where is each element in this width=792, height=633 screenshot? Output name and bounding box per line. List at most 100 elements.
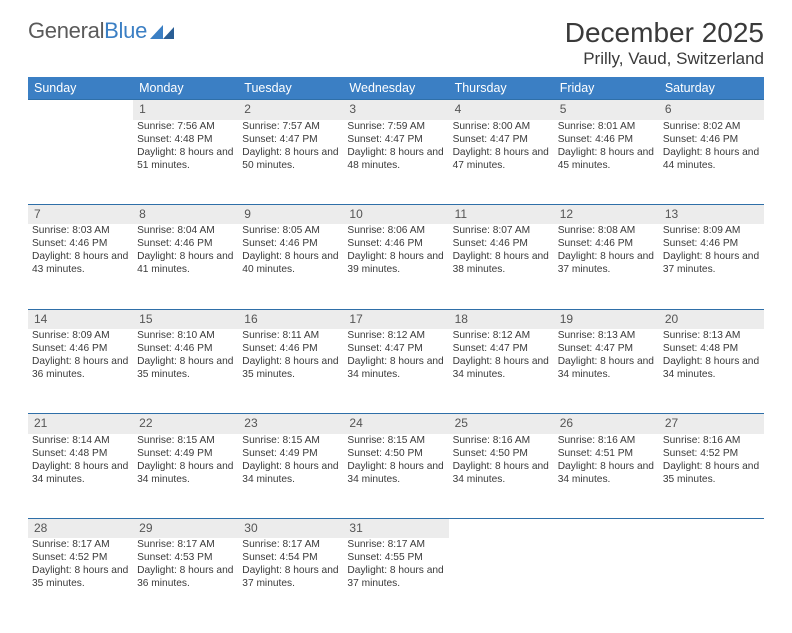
weekday-header: Thursday — [449, 77, 554, 100]
daylight-line: Daylight: 8 hours and 43 minutes. — [32, 250, 129, 276]
day-content-row: Sunrise: 8:14 AMSunset: 4:48 PMDaylight:… — [28, 434, 764, 519]
title-block: December 2025 Prilly, Vaud, Switzerland — [565, 18, 764, 69]
day-cell: Sunrise: 8:12 AMSunset: 4:47 PMDaylight:… — [449, 329, 554, 414]
sunset-line: Sunset: 4:47 PM — [347, 133, 444, 146]
weekday-header: Sunday — [28, 77, 133, 100]
day-cell: Sunrise: 8:12 AMSunset: 4:47 PMDaylight:… — [343, 329, 448, 414]
daylight-line: Daylight: 8 hours and 37 minutes. — [663, 250, 760, 276]
day-number-cell: 9 — [238, 205, 343, 225]
sunrise-line: Sunrise: 8:10 AM — [137, 329, 234, 342]
calendar-page: GeneralBlue December 2025 Prilly, Vaud, … — [0, 0, 792, 633]
sunrise-line: Sunrise: 8:15 AM — [347, 434, 444, 447]
day-number-cell — [28, 100, 133, 120]
day-number-cell: 20 — [659, 309, 764, 329]
daylight-line: Daylight: 8 hours and 41 minutes. — [137, 250, 234, 276]
sunrise-line: Sunrise: 8:15 AM — [242, 434, 339, 447]
sunrise-line: Sunrise: 8:16 AM — [558, 434, 655, 447]
day-number-cell: 8 — [133, 205, 238, 225]
day-cell: Sunrise: 8:01 AMSunset: 4:46 PMDaylight:… — [554, 120, 659, 205]
daylight-line: Daylight: 8 hours and 34 minutes. — [663, 355, 760, 381]
sunset-line: Sunset: 4:46 PM — [242, 237, 339, 250]
sunrise-line: Sunrise: 8:13 AM — [558, 329, 655, 342]
day-number-cell: 5 — [554, 100, 659, 120]
sunset-line: Sunset: 4:53 PM — [137, 551, 234, 564]
day-cell: Sunrise: 8:07 AMSunset: 4:46 PMDaylight:… — [449, 224, 554, 309]
day-cell: Sunrise: 8:09 AMSunset: 4:46 PMDaylight:… — [28, 329, 133, 414]
day-cell: Sunrise: 8:14 AMSunset: 4:48 PMDaylight:… — [28, 434, 133, 519]
sunset-line: Sunset: 4:46 PM — [347, 237, 444, 250]
daylight-line: Daylight: 8 hours and 35 minutes. — [32, 564, 129, 590]
sunset-line: Sunset: 4:46 PM — [32, 237, 129, 250]
sunrise-line: Sunrise: 8:12 AM — [347, 329, 444, 342]
sunrise-line: Sunrise: 8:08 AM — [558, 224, 655, 237]
daylight-line: Daylight: 8 hours and 34 minutes. — [347, 355, 444, 381]
daylight-line: Daylight: 8 hours and 37 minutes. — [242, 564, 339, 590]
day-number-cell: 16 — [238, 309, 343, 329]
sunset-line: Sunset: 4:52 PM — [663, 447, 760, 460]
day-cell: Sunrise: 8:16 AMSunset: 4:51 PMDaylight:… — [554, 434, 659, 519]
location-label: Prilly, Vaud, Switzerland — [565, 49, 764, 69]
sunset-line: Sunset: 4:51 PM — [558, 447, 655, 460]
daylight-line: Daylight: 8 hours and 34 minutes. — [137, 460, 234, 486]
sunrise-line: Sunrise: 7:56 AM — [137, 120, 234, 133]
daylight-line: Daylight: 8 hours and 34 minutes. — [453, 355, 550, 381]
sunrise-line: Sunrise: 7:59 AM — [347, 120, 444, 133]
sunset-line: Sunset: 4:54 PM — [242, 551, 339, 564]
sunset-line: Sunset: 4:52 PM — [32, 551, 129, 564]
sunrise-line: Sunrise: 8:17 AM — [137, 538, 234, 551]
sunset-line: Sunset: 4:46 PM — [663, 133, 760, 146]
day-number-cell: 27 — [659, 414, 764, 434]
daylight-line: Daylight: 8 hours and 34 minutes. — [453, 460, 550, 486]
daylight-line: Daylight: 8 hours and 34 minutes. — [558, 460, 655, 486]
day-cell: Sunrise: 7:59 AMSunset: 4:47 PMDaylight:… — [343, 120, 448, 205]
day-cell: Sunrise: 8:17 AMSunset: 4:55 PMDaylight:… — [343, 538, 448, 623]
day-number-cell: 24 — [343, 414, 448, 434]
sunrise-line: Sunrise: 8:16 AM — [663, 434, 760, 447]
sunrise-line: Sunrise: 8:17 AM — [347, 538, 444, 551]
sunset-line: Sunset: 4:48 PM — [137, 133, 234, 146]
day-number-row: 123456 — [28, 100, 764, 120]
day-number-cell: 22 — [133, 414, 238, 434]
sunset-line: Sunset: 4:46 PM — [558, 133, 655, 146]
daylight-line: Daylight: 8 hours and 37 minutes. — [347, 564, 444, 590]
day-cell: Sunrise: 8:16 AMSunset: 4:50 PMDaylight:… — [449, 434, 554, 519]
day-cell: Sunrise: 8:17 AMSunset: 4:54 PMDaylight:… — [238, 538, 343, 623]
sunset-line: Sunset: 4:46 PM — [137, 342, 234, 355]
daylight-line: Daylight: 8 hours and 45 minutes. — [558, 146, 655, 172]
calendar-table: Sunday Monday Tuesday Wednesday Thursday… — [28, 77, 764, 623]
sunrise-line: Sunrise: 8:05 AM — [242, 224, 339, 237]
day-content-row: Sunrise: 8:09 AMSunset: 4:46 PMDaylight:… — [28, 329, 764, 414]
day-number-cell — [449, 519, 554, 539]
sunrise-line: Sunrise: 8:16 AM — [453, 434, 550, 447]
header: GeneralBlue December 2025 Prilly, Vaud, … — [28, 18, 764, 69]
sunset-line: Sunset: 4:47 PM — [558, 342, 655, 355]
day-cell: Sunrise: 8:17 AMSunset: 4:52 PMDaylight:… — [28, 538, 133, 623]
sunrise-line: Sunrise: 8:15 AM — [137, 434, 234, 447]
daylight-line: Daylight: 8 hours and 37 minutes. — [558, 250, 655, 276]
sunrise-line: Sunrise: 8:00 AM — [453, 120, 550, 133]
day-number-cell: 30 — [238, 519, 343, 539]
sunset-line: Sunset: 4:46 PM — [137, 237, 234, 250]
day-cell: Sunrise: 8:00 AMSunset: 4:47 PMDaylight:… — [449, 120, 554, 205]
daylight-line: Daylight: 8 hours and 48 minutes. — [347, 146, 444, 172]
daylight-line: Daylight: 8 hours and 51 minutes. — [137, 146, 234, 172]
day-number-cell: 31 — [343, 519, 448, 539]
day-cell: Sunrise: 8:06 AMSunset: 4:46 PMDaylight:… — [343, 224, 448, 309]
day-cell: Sunrise: 8:15 AMSunset: 4:49 PMDaylight:… — [238, 434, 343, 519]
sunrise-line: Sunrise: 8:11 AM — [242, 329, 339, 342]
weekday-header: Saturday — [659, 77, 764, 100]
day-number-cell: 17 — [343, 309, 448, 329]
day-number-row: 28293031 — [28, 519, 764, 539]
day-number-cell: 7 — [28, 205, 133, 225]
day-number-cell: 13 — [659, 205, 764, 225]
brand-logo: GeneralBlue — [28, 18, 176, 44]
sunset-line: Sunset: 4:47 PM — [453, 342, 550, 355]
day-number-row: 14151617181920 — [28, 309, 764, 329]
brand-mark-icon — [150, 23, 176, 39]
sunrise-line: Sunrise: 8:13 AM — [663, 329, 760, 342]
sunrise-line: Sunrise: 8:04 AM — [137, 224, 234, 237]
day-cell: Sunrise: 8:05 AMSunset: 4:46 PMDaylight:… — [238, 224, 343, 309]
daylight-line: Daylight: 8 hours and 34 minutes. — [242, 460, 339, 486]
daylight-line: Daylight: 8 hours and 36 minutes. — [32, 355, 129, 381]
day-number-cell: 21 — [28, 414, 133, 434]
